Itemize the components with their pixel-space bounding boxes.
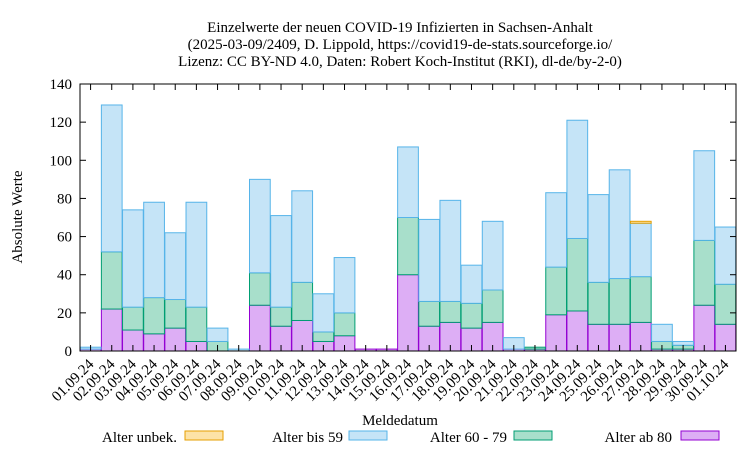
bar-alter-60-79-19.09.24: [460, 302, 483, 329]
bar-alter-bis-59-19.09.24: [460, 264, 483, 304]
y-tick-label: 40: [57, 268, 72, 284]
bar-alter-60-79-04.09.24: [143, 297, 165, 335]
y-tick-label: 120: [50, 115, 73, 131]
bar-alter-bis-59-25.09.24: [587, 194, 610, 283]
bar-alter-bis-59-05.09.24: [164, 232, 187, 301]
bar-alter-60-79-13.09.24: [333, 312, 356, 337]
y-tick-label: 60: [57, 230, 72, 246]
bars-layer: [79, 104, 737, 352]
y-axis-ticks: 0 20 40 60 80 100 120 140: [50, 77, 736, 360]
bar-alter-60-79-18.09.24: [439, 300, 462, 323]
bar-alter-bis-59-23.09.24: [545, 192, 568, 268]
legend: Alter unbek. Alter bis 59 Alter 60 - 79 Alt…: [102, 430, 720, 446]
bar-alter-bis-59-09.09.24: [249, 178, 271, 274]
bar-alter-60-79-25.09.24: [587, 281, 610, 325]
bar-alter-60-79-23.09.24: [545, 266, 568, 316]
legend-label-alter-unbek: Alter unbek.: [102, 430, 177, 446]
legend-label-alter-ab-80: Alter ab 80: [605, 430, 672, 446]
bar-alter-bis-59-20.09.24: [481, 220, 504, 291]
bar-alter-60-79-06.09.24: [185, 306, 208, 342]
bar-alter-60-79-17.09.24: [418, 300, 441, 327]
bar-alter-bis-59-26.09.24: [608, 169, 631, 280]
bar-alter-60-79-24.09.24: [566, 237, 589, 312]
y-tick-label: 100: [50, 153, 73, 169]
bar-alter-bis-59-30.09.24: [693, 150, 716, 241]
bar-alter-bis-59-10.09.24: [270, 215, 292, 308]
bar-alter-60-79-10.09.24: [270, 306, 292, 327]
y-tick-label: 80: [57, 191, 72, 207]
bar-alter-ab-80-02.09.24: [100, 308, 123, 352]
bar-alter-bis-59-16.09.24: [397, 146, 419, 218]
y-tick-label: 140: [50, 77, 73, 93]
bar-alter-bis-59-29.09.24: [672, 340, 694, 346]
bar-alter-bis-59-01.10.24: [714, 226, 737, 285]
bar-alter-60-79-27.09.24: [629, 276, 652, 323]
bar-alter-60-79-02.09.24: [100, 251, 123, 310]
bar-alter-bis-59-04.09.24: [143, 201, 165, 299]
bar-alter-ab-80-09.09.24: [249, 304, 271, 352]
bar-alter-bis-59-02.09.24: [100, 104, 123, 253]
y-tick-label: 0: [65, 344, 73, 360]
legend-swatch-alter-60-79: [513, 430, 553, 441]
y-axis-label: Absolute Werte: [10, 170, 26, 263]
chart-title-line-1: Einzelwerte der neuen COVID-19 Infiziert…: [207, 20, 594, 36]
legend-swatch-alter-bis-59: [348, 430, 388, 441]
legend-swatch-alter-unbek: [184, 430, 224, 441]
legend-label-alter-60-79: Alter 60 - 79: [430, 430, 507, 446]
bar-alter-bis-59-11.09.24: [291, 190, 314, 283]
y-tick-label: 20: [57, 306, 72, 322]
bar-alter-unbek-27.09.24: [629, 220, 652, 224]
bar-alter-ab-80-30.09.24: [693, 304, 716, 352]
bar-alter-bis-59-27.09.24: [629, 222, 652, 278]
bar-alter-bis-59-03.09.24: [122, 209, 144, 308]
chart-title-line-2: (2025-03-09/2409, D. Lippold, https://co…: [188, 37, 613, 53]
bar-alter-60-79-26.09.24: [608, 278, 631, 325]
bar-alter-bis-59-12.09.24: [312, 293, 335, 333]
bar-alter-60-79-01.10.24: [714, 283, 737, 325]
bar-alter-60-79-11.09.24: [291, 281, 314, 321]
x-axis-label: Meldedatum: [362, 413, 438, 429]
bar-alter-bis-59-07.09.24: [206, 327, 229, 342]
bar-alter-60-79-16.09.24: [397, 217, 419, 276]
bar-alter-60-79-05.09.24: [164, 299, 187, 329]
bar-alter-60-79-30.09.24: [693, 239, 716, 306]
bar-alter-bis-59-06.09.24: [185, 201, 208, 308]
bar-alter-60-79-12.09.24: [312, 331, 335, 342]
bar-alter-bis-59-17.09.24: [418, 218, 441, 302]
legend-swatch-alter-ab-80: [680, 430, 720, 441]
bar-alter-bis-59-28.09.24: [651, 323, 673, 342]
legend-label-alter-bis-59: Alter bis 59: [272, 430, 343, 446]
bar-alter-60-79-03.09.24: [122, 306, 144, 331]
bar-alter-60-79-20.09.24: [481, 289, 504, 323]
plot-frame: [79, 83, 737, 352]
bar-alter-60-79-09.09.24: [249, 272, 271, 306]
bar-alter-bis-59-24.09.24: [566, 119, 589, 239]
bar-alter-bis-59-13.09.24: [333, 257, 356, 314]
bar-alter-ab-80-24.09.24: [566, 310, 589, 352]
chart-title-line-3: Lizenz: CC BY-ND 4.0, Daten: Robert Koch…: [178, 54, 622, 70]
bar-alter-ab-80-16.09.24: [397, 274, 419, 352]
bar-alter-bis-59-18.09.24: [439, 199, 462, 302]
